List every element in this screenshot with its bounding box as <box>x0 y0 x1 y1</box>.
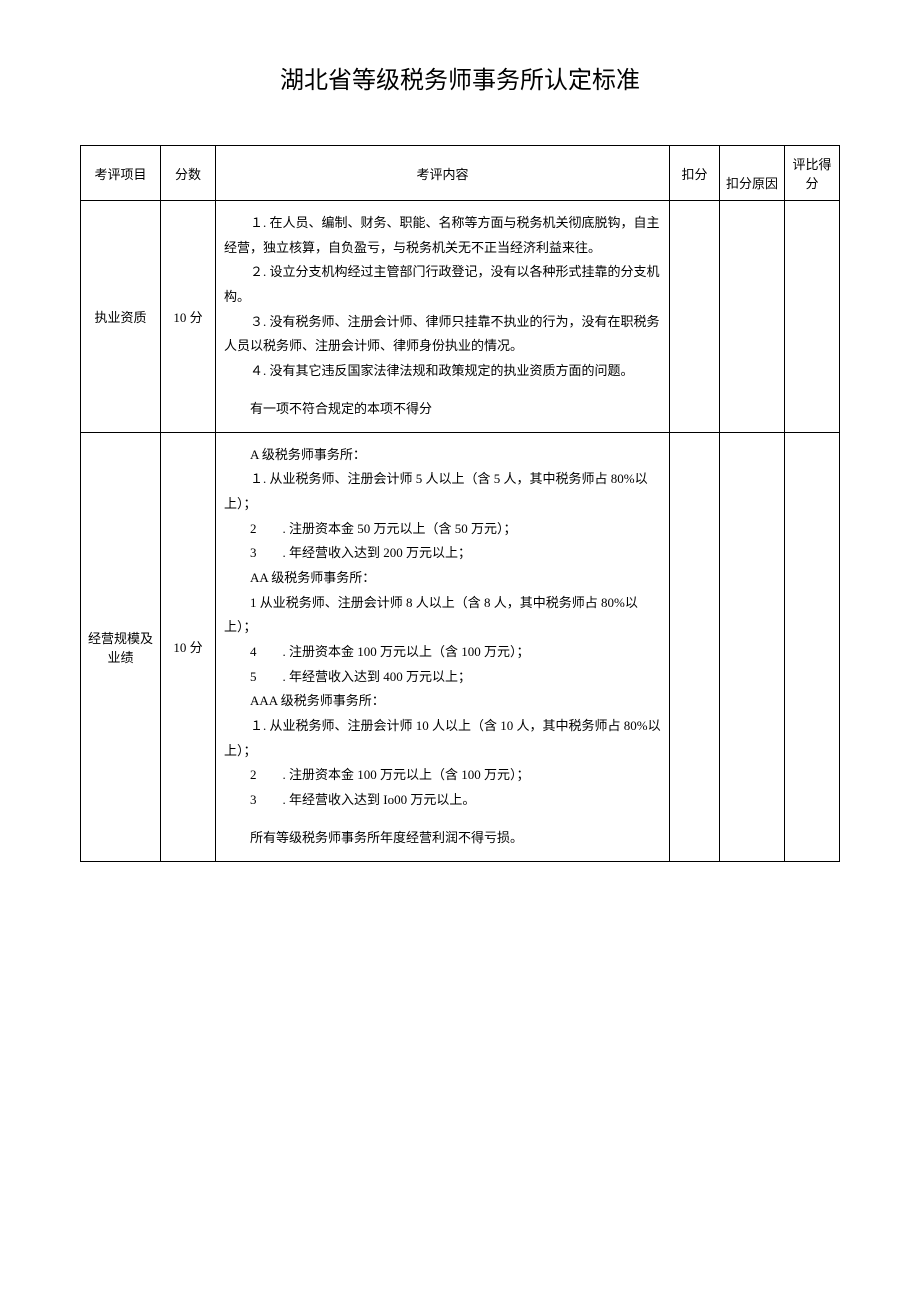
cell-deduct <box>670 201 720 433</box>
content-line: A 级税务师事务所： <box>224 443 661 468</box>
content-line: ４. 没有其它违反国家法律法规和政策规定的执业资质方面的问题。 <box>224 359 661 384</box>
header-final-bottom: 分 <box>785 173 840 201</box>
header-deduct: 扣分 <box>670 146 720 201</box>
content-line: １. 在人员、编制、财务、职能、名称等方面与税务机关彻底脱钩，自主经营，独立核算… <box>224 211 661 260</box>
content-line: 3 . 年经营收入达到 Io00 万元以上。 <box>224 788 661 813</box>
content-line: 5 . 年经营收入达到 400 万元以上； <box>224 665 661 690</box>
header-content: 考评内容 <box>216 146 670 201</box>
content-line: １. 从业税务师、注册会计师 10 人以上（含 10 人，其中税务师占 80%以… <box>224 714 661 763</box>
content-line: 4 . 注册资本金 100 万元以上（含 100 万元）； <box>224 640 661 665</box>
content-line: AA 级税务师事务所： <box>224 566 661 591</box>
content-line: １. 从业税务师、注册会计师 5 人以上（含 5 人，其中税务师占 80%以上）… <box>224 467 661 516</box>
cell-score: 10 分 <box>161 201 216 433</box>
content-line: 3 . 年经营收入达到 200 万元以上； <box>224 541 661 566</box>
table-header-row-1: 考评项目 分数 考评内容 扣分 评比得 <box>81 146 840 174</box>
content-line: AAA 级税务师事务所： <box>224 689 661 714</box>
content-line: ３. 没有税务师、注册会计师、律师只挂靠不执业的行为，没有在职税务人员以税务师、… <box>224 310 661 359</box>
cell-content: A 级税务师事务所：１. 从业税务师、注册会计师 5 人以上（含 5 人，其中税… <box>216 432 670 861</box>
cell-content: １. 在人员、编制、财务、职能、名称等方面与税务机关彻底脱钩，自主经营，独立核算… <box>216 201 670 433</box>
header-reason-top <box>720 146 785 174</box>
cell-item: 执业资质 <box>81 201 161 433</box>
cell-item: 经营规模及业绩 <box>81 432 161 861</box>
table-row: 执业资质10 分１. 在人员、编制、财务、职能、名称等方面与税务机关彻底脱钩，自… <box>81 201 840 433</box>
content-line: ２. 设立分支机构经过主管部门行政登记，没有以各种形式挂靠的分支机构。 <box>224 260 661 309</box>
cell-deduct <box>670 432 720 861</box>
table-row: 经营规模及业绩10 分A 级税务师事务所：１. 从业税务师、注册会计师 5 人以… <box>81 432 840 861</box>
page-title: 湖北省等级税务师事务所认定标准 <box>80 60 840 95</box>
table-body: 执业资质10 分１. 在人员、编制、财务、职能、名称等方面与税务机关彻底脱钩，自… <box>81 201 840 862</box>
header-score: 分数 <box>161 146 216 201</box>
header-final-top: 评比得 <box>785 146 840 174</box>
cell-reason <box>720 432 785 861</box>
cell-reason <box>720 201 785 433</box>
standards-table: 考评项目 分数 考评内容 扣分 评比得 扣分原因 分 执业资质10 分１. 在人… <box>80 145 840 862</box>
content-line: 有一项不符合规定的本项不得分 <box>224 397 661 422</box>
content-line: 2 . 注册资本金 50 万元以上（含 50 万元）； <box>224 517 661 542</box>
header-reason: 扣分原因 <box>720 173 785 201</box>
cell-final <box>785 432 840 861</box>
cell-score: 10 分 <box>161 432 216 861</box>
content-line: 2 . 注册资本金 100 万元以上（含 100 万元）； <box>224 763 661 788</box>
content-line: 所有等级税务师事务所年度经营利润不得亏损。 <box>224 826 661 851</box>
content-line: 1 从业税务师、注册会计师 8 人以上（含 8 人，其中税务师占 80%以上）； <box>224 591 661 640</box>
cell-final <box>785 201 840 433</box>
header-item: 考评项目 <box>81 146 161 201</box>
